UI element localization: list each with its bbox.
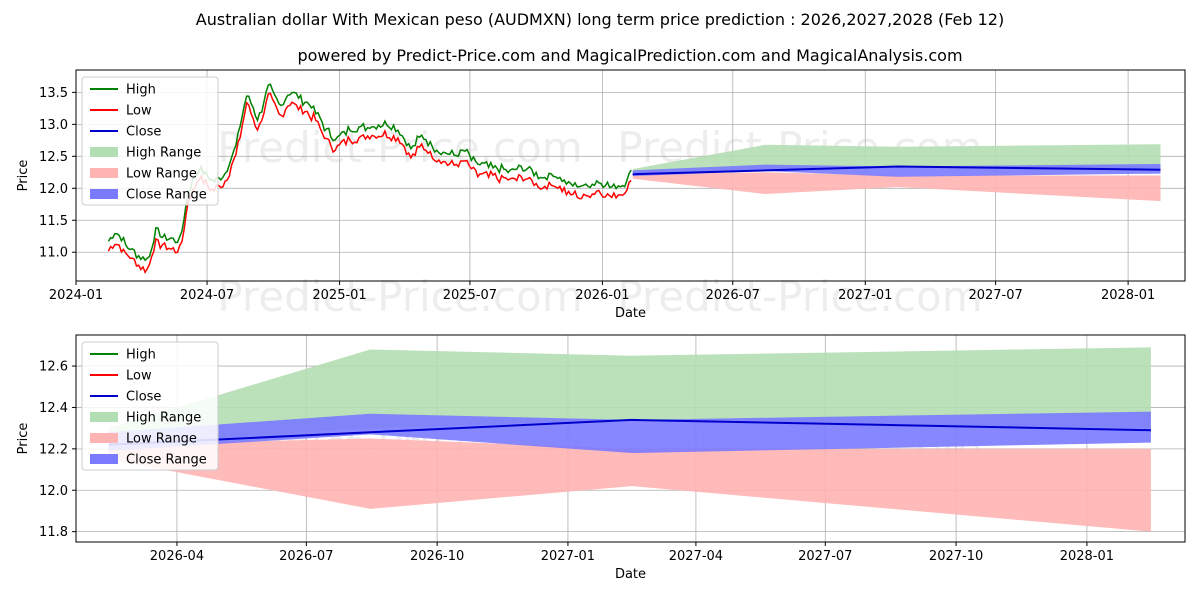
x-tick-label: 2028-01 — [1101, 288, 1155, 303]
legend-swatch-patch — [90, 189, 118, 199]
y-axis-label: Price — [16, 160, 31, 192]
x-tick-label: 2026-07 — [279, 549, 333, 564]
low-range-band — [632, 172, 1161, 202]
x-axis-label: Date — [615, 567, 646, 582]
x-tick-label: 2027-07 — [798, 549, 852, 564]
x-tick-label: 2025-07 — [443, 288, 497, 303]
legend-label: Close — [126, 390, 161, 405]
chart-title: Australian dollar With Mexican peso (AUD… — [196, 10, 1004, 29]
close-forecast-line — [632, 165, 1161, 176]
legend-label: Close — [126, 125, 161, 140]
x-tick-label: 2026-10 — [410, 549, 464, 564]
y-tick-label: 12.2 — [39, 442, 68, 457]
top-chart-panel: Predict-Price.com Predict-Price.com Predic… — [16, 69, 1186, 321]
y-tick-label: 12.4 — [39, 401, 68, 416]
x-tick-label: 2027-01 — [541, 549, 595, 564]
x-tick-label: 2026-04 — [150, 549, 204, 564]
y-tick-label: 11.5 — [39, 214, 68, 229]
x-axis-label: Date — [615, 306, 646, 321]
x-tick-label: 2027-01 — [838, 288, 892, 303]
x-tick-label: 2027-10 — [929, 549, 983, 564]
legend-label: High — [126, 348, 156, 363]
x-tick-label: 2028-01 — [1060, 549, 1114, 564]
y-axis-label: Price — [16, 423, 31, 455]
y-tick-label: 11.0 — [39, 246, 68, 261]
x-tick-label: 2026-01 — [575, 288, 629, 303]
legend-swatch-patch — [90, 433, 118, 443]
x-tick-label: 2025-01 — [312, 288, 366, 303]
y-tick-label: 13.0 — [39, 118, 68, 133]
legend-swatch-patch — [90, 454, 118, 464]
bottom-chart-panel: Predict-Price.comPredict-Price.com2026-0… — [16, 334, 1186, 582]
y-tick-label: 12.5 — [39, 150, 68, 165]
legend-label: High — [126, 83, 156, 98]
legend-label: Close Range — [126, 453, 207, 468]
legend-label: High Range — [126, 411, 201, 426]
legend-label: Close Range — [126, 188, 207, 203]
x-tick-label: 2027-04 — [669, 549, 723, 564]
y-tick-label: 12.0 — [39, 182, 68, 197]
y-tick-label: 11.8 — [39, 525, 68, 540]
legend-label: Low — [126, 369, 152, 384]
legend-label: Low Range — [126, 432, 197, 447]
watermark-text: Predict-Price.com — [217, 272, 582, 321]
watermark-text: Predict-Price.com — [217, 123, 582, 172]
close-forecast-line — [108, 418, 1151, 446]
x-tick-label: 2026-07 — [706, 288, 760, 303]
legend-swatch-patch — [90, 412, 118, 422]
close-range-band — [108, 411, 1151, 453]
y-tick-label: 12.0 — [39, 484, 68, 499]
y-tick-label: 13.5 — [39, 86, 68, 101]
x-tick-label: 2027-07 — [968, 288, 1022, 303]
low-range-band — [108, 438, 1151, 532]
y-tick-label: 12.6 — [39, 360, 68, 375]
chart-subtitle: powered by Predict-Price.com and Magical… — [297, 46, 962, 65]
legend-swatch-patch — [90, 147, 118, 157]
plot-frame — [75, 69, 1186, 282]
legend-label: Low — [126, 104, 152, 119]
legend-label: Low Range — [126, 167, 197, 182]
plot-frame — [75, 334, 1186, 543]
legend-label: High Range — [126, 146, 201, 161]
x-tick-label: 2024-01 — [49, 288, 103, 303]
x-tick-label: 2024-07 — [180, 288, 234, 303]
legend-swatch-patch — [90, 168, 118, 178]
watermark-text: Predict-Price.com — [617, 272, 982, 321]
